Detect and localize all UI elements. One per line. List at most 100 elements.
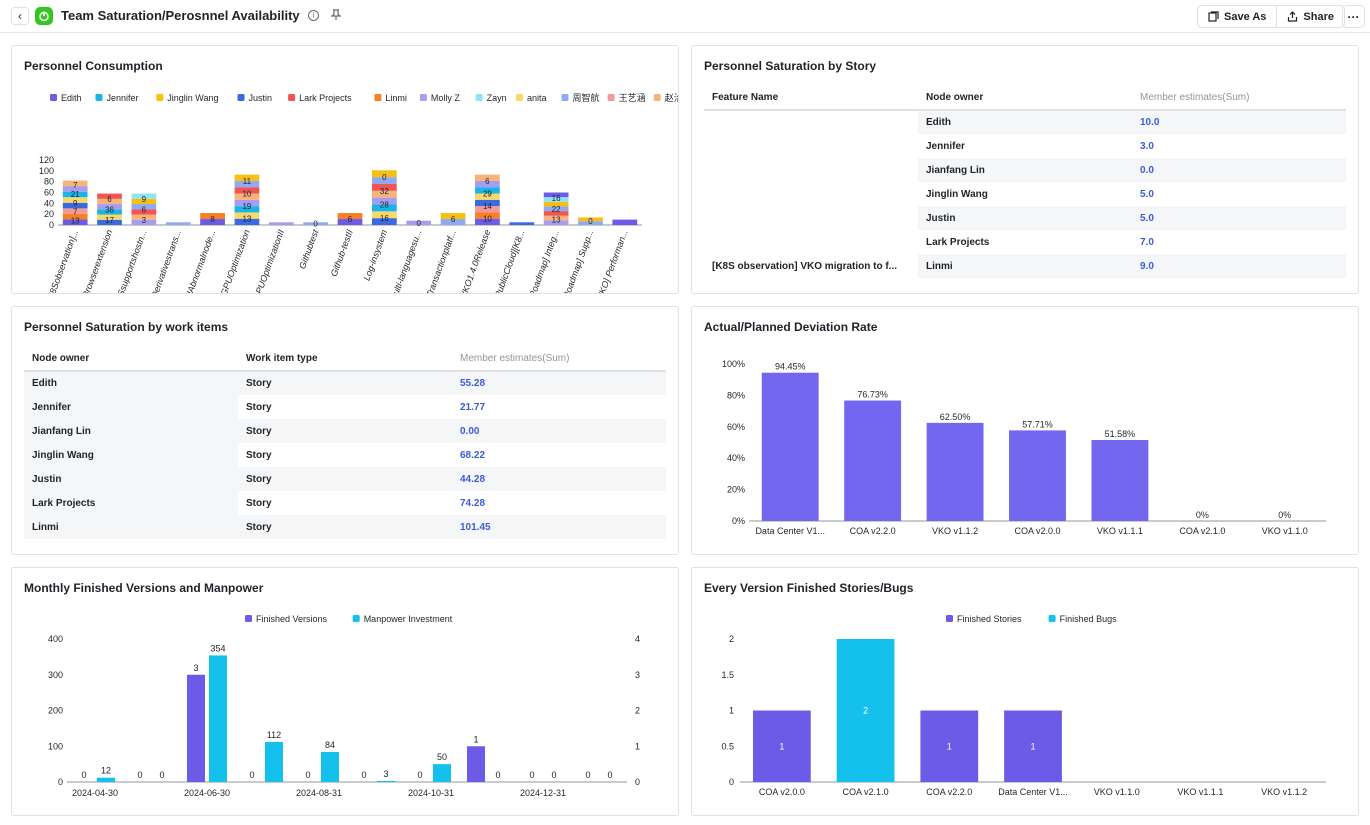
bar — [920, 710, 979, 782]
data-label: 0 — [417, 770, 422, 780]
type-cell: Story — [238, 467, 452, 491]
x-tick-label: [PublicCloud][K8... — [492, 228, 527, 293]
y-tick-label-right: 2 — [635, 706, 640, 716]
x-tick-label: COA v2.2.0 — [850, 526, 896, 536]
bar-segment — [475, 187, 500, 194]
column-header[interactable]: Node owner — [918, 86, 1132, 111]
bar-segment — [234, 187, 260, 194]
legend-label: anita — [527, 93, 547, 103]
bar-segment — [62, 197, 88, 203]
segment-label: 28 — [380, 200, 389, 209]
data-label: 62.50% — [940, 412, 971, 422]
legend-swatch — [156, 94, 164, 101]
bar-segment — [131, 193, 157, 199]
x-tick-label: VKO v1.1.1 — [1097, 526, 1143, 536]
legend-swatch — [245, 615, 252, 622]
bar-segment — [303, 222, 329, 225]
segment-label: 7 — [73, 208, 78, 217]
table-row[interactable]: [K8S observation] VKO migration to f... E… — [704, 110, 1346, 278]
table-row[interactable]: Jianfang Lin Story 0.00 — [24, 419, 666, 443]
legend-label: Jennifer — [107, 93, 139, 103]
info-icon[interactable]: i — [308, 10, 319, 21]
save-as-button[interactable]: Save As — [1198, 6, 1276, 27]
x-tick-label: VKO v1.1.2 — [932, 526, 978, 536]
column-header[interactable]: Member estimates(Sum) — [1132, 86, 1346, 111]
legend-label: Zayn — [487, 93, 507, 103]
table-row[interactable]: Lark Projects Story 74.28 — [24, 491, 666, 515]
deviation-rate-chart: 0% 20% 40% 60% 80% 100% 94.45% Data Center V1..… — [722, 359, 1326, 536]
x-tick-label: COA v2.1.0 — [1179, 526, 1225, 536]
segment-label: 7 — [73, 181, 78, 190]
segment-label: 9 — [142, 195, 147, 204]
x-tick-label: [VKO] Performan... — [594, 228, 630, 293]
segment-label: 6 — [451, 215, 456, 224]
bar — [844, 400, 902, 521]
bar-segment — [612, 219, 638, 225]
bar — [1091, 440, 1149, 521]
table-row[interactable]: Linmi 9.0 — [704, 254, 1346, 278]
y-tick-label: 80% — [727, 390, 745, 400]
legend-label: Linmi — [385, 93, 407, 103]
table-row[interactable]: Jianfang Lin 0.0 — [704, 158, 1346, 182]
x-tick-label: VKO v1.1.0 — [1094, 787, 1140, 797]
x-tick-label: Multi-languagesu... — [388, 228, 423, 293]
column-header[interactable]: Member estimates(Sum) — [452, 347, 666, 372]
bar-segment — [475, 199, 500, 207]
table-row[interactable]: Justin 5.0 — [704, 206, 1346, 230]
y-tick-label: 100 — [39, 166, 54, 176]
legend-label: Lark Projects — [299, 93, 352, 103]
table-row[interactable]: Jinglin Wang Story 68.22 — [24, 443, 666, 467]
bar-segment — [371, 218, 397, 225]
bar-segment — [234, 193, 260, 200]
legend-label: Manpower Investment — [364, 614, 453, 624]
owner-cell: Jennifer — [926, 140, 965, 152]
legend-label: Molly Z — [431, 93, 461, 103]
legend-label: Jinglin Wang — [167, 93, 218, 103]
more-button[interactable]: ··· — [1342, 5, 1365, 28]
legend-swatch — [95, 94, 103, 101]
legend-swatch — [607, 94, 615, 101]
column-header[interactable]: Feature Name — [704, 86, 918, 111]
bar-segment — [475, 174, 500, 181]
segment-label: 0 — [588, 217, 593, 226]
table-row[interactable]: Justin Story 44.28 — [24, 467, 666, 491]
bar-segment — [371, 204, 397, 212]
owner-cell: Jianfang Lin — [24, 419, 238, 443]
table-row[interactable]: Edith Story 55.28 — [24, 371, 666, 395]
segment-label: 0 — [313, 220, 318, 229]
x-tick-label: COA v2.0.0 — [1014, 526, 1060, 536]
data-label: 51.58% — [1105, 429, 1136, 439]
bar — [209, 655, 227, 782]
action-button-group: Save As Share — [1197, 5, 1345, 28]
bar-segment — [234, 174, 260, 181]
y-tick-label-right: 1 — [635, 741, 640, 751]
data-label: 1 — [779, 741, 784, 751]
table-row[interactable]: Jennifer 3.0 — [704, 134, 1346, 158]
pin-icon[interactable] — [330, 9, 342, 24]
owner-cell: Jinglin Wang — [926, 188, 988, 200]
x-tick-label: DNSsupportshostn... — [111, 228, 149, 293]
table-row[interactable]: Linmi Story 101.45 — [24, 515, 666, 539]
bar-segment — [337, 213, 363, 220]
table-row[interactable]: Lark Projects 7.0 — [704, 230, 1346, 254]
bar-segment — [200, 213, 225, 220]
data-label: 94.45% — [775, 362, 806, 372]
segment-label: 3 — [142, 216, 147, 225]
x-tick-label: [Roadmap] Integ... — [526, 228, 561, 293]
back-button[interactable]: ‹ — [11, 7, 29, 25]
legend-swatch — [237, 94, 245, 101]
segment-label: 10 — [483, 215, 492, 224]
y-tick-label-left: 100 — [48, 741, 63, 751]
bar-segment — [97, 204, 122, 210]
column-header[interactable]: Node owner — [24, 347, 238, 372]
share-button[interactable]: Share — [1276, 6, 1344, 27]
type-cell: Story — [246, 449, 272, 461]
bar-segment — [62, 219, 88, 225]
table-row[interactable]: Jinglin Wang 5.0 — [704, 182, 1346, 206]
table-row[interactable]: Jennifer Story 21.77 — [24, 395, 666, 419]
bar — [467, 746, 485, 782]
bar-segment — [97, 214, 122, 220]
x-tick-label: COA v2.1.0 — [843, 787, 889, 797]
column-header[interactable]: Work item type — [238, 347, 452, 372]
type-cell: Story — [246, 401, 272, 413]
